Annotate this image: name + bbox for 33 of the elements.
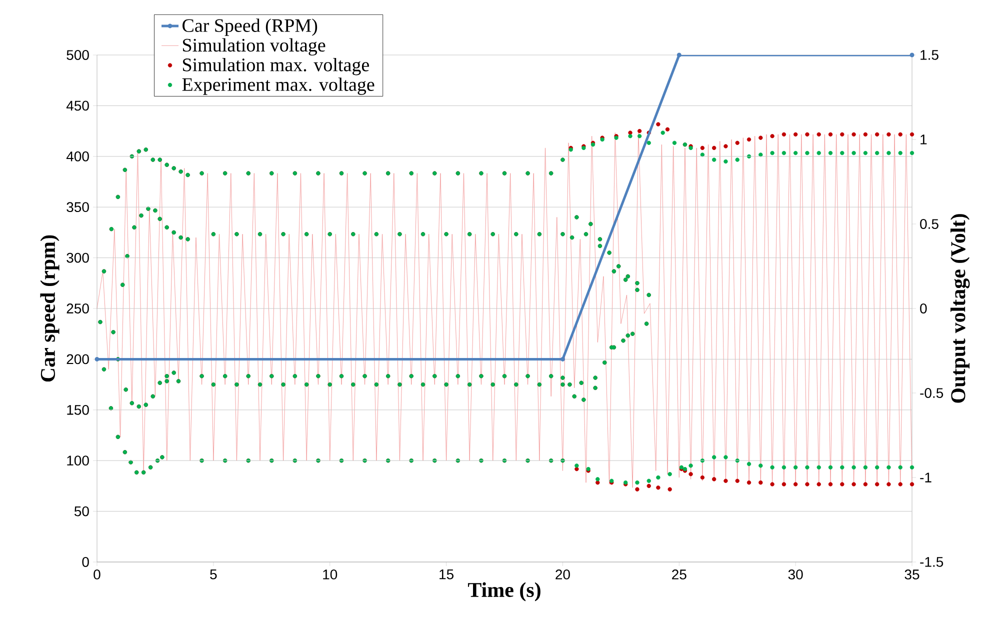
x-tick-label: 30 [788, 570, 803, 580]
y-tick-label: 250 [66, 304, 89, 314]
y-tick-label: 150 [67, 404, 89, 415]
x-tick-label: 15 [440, 570, 454, 580]
x-tick-label: 20 [556, 570, 570, 580]
y-tick-label: 200 [66, 354, 89, 364]
y2-axis-title: Output voltage (Volt) [950, 214, 970, 403]
x-axis-title: Time (s) [468, 582, 540, 602]
y2-tick-label: -1.5 [920, 557, 944, 567]
y2-tick-label: 0 [920, 304, 927, 314]
y-tick-label: 450 [66, 100, 89, 111]
y2-tick-label: -0.5 [920, 388, 944, 398]
x-tick-label: 25 [672, 570, 686, 580]
x-tick-label: 35 [904, 570, 920, 580]
y-tick-label: 350 [66, 202, 89, 212]
x-tick-label: 0 [94, 570, 100, 580]
y-tick-label: 100 [67, 456, 89, 466]
x-tick-label: 5 [210, 570, 217, 580]
legend-label: Car Speed (RPM) [182, 18, 318, 36]
legend-label: Simulation max. voltage [183, 58, 369, 76]
y-tick-label: 500 [66, 50, 89, 60]
y-tick-label: 400 [66, 151, 89, 162]
y2-tick-label: 1.5 [920, 50, 938, 60]
y-tick-label: 0 [82, 557, 89, 567]
y2-tick-label: 0.5 [920, 219, 938, 229]
y-tick-label: 300 [66, 252, 89, 263]
legend-label: Experiment max. voltage [182, 78, 374, 95]
x-tick-label: 10 [323, 570, 338, 580]
y2-tick-label: 1 [920, 134, 927, 144]
y2-tick-label: -1 [920, 472, 932, 482]
legend-label: Simulation voltage [183, 38, 326, 56]
y-tick-label: 50 [74, 506, 89, 516]
y-axis-title: Car speed (rpm) [40, 235, 60, 382]
